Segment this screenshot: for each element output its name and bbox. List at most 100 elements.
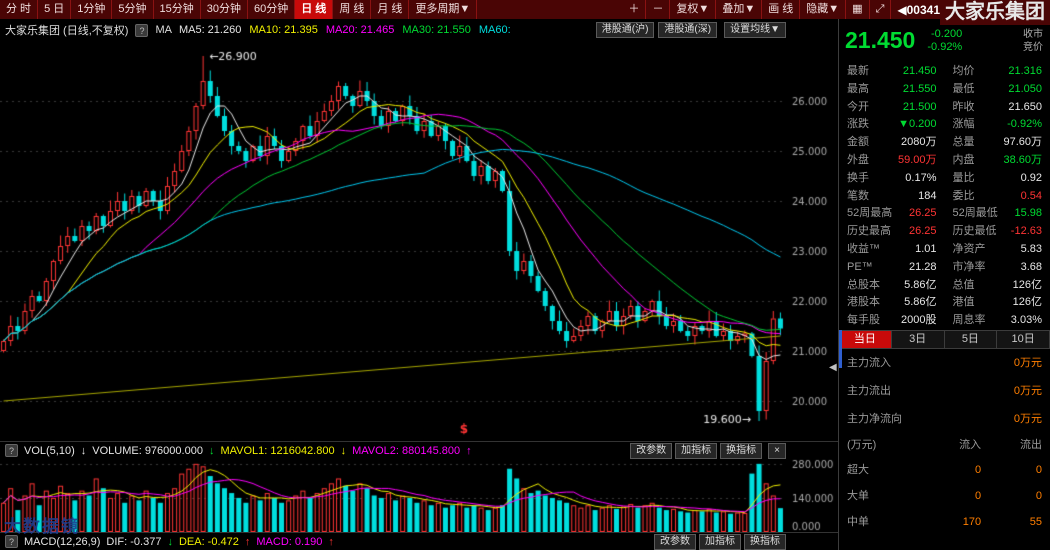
quote-value: -12.63 [1010, 225, 1042, 238]
draw-line-button[interactable]: 画 线 [762, 0, 801, 19]
flow-table-header-cell: 流入 [959, 438, 982, 451]
stock-code[interactable]: ◀00341 [897, 3, 940, 17]
ma-value: MA20: 21.465 [325, 24, 395, 36]
indicator-button[interactable]: 换指标 [720, 442, 763, 459]
quote-value: 21.500 [902, 100, 937, 113]
help-icon[interactable]: ? [5, 535, 18, 548]
quote-label: 量比 [952, 171, 975, 184]
dif-value: DIF: -0.377 [106, 535, 162, 548]
quote-value: 21.450 [902, 65, 937, 77]
quote-value: 5.86亿 [904, 296, 937, 309]
macd-indicator-label: MACD(12,26,9) [24, 535, 101, 548]
period-button[interactable]: 日 线 [295, 0, 334, 19]
period-button[interactable]: 15分钟 [154, 0, 201, 19]
trend-down-icon: ↓ [80, 444, 87, 457]
volume-chart-canvas[interactable] [0, 459, 838, 532]
ma-value: MA60: [478, 24, 511, 36]
zoom-out-button[interactable]: － [646, 0, 671, 19]
quote-cell: 港股本 5.86亿 [839, 294, 945, 312]
quote-cell: 总股本 5.86亿 [839, 277, 945, 295]
panel-collapse-icon[interactable]: ◀ [829, 362, 837, 373]
period-button[interactable]: 30分钟 [201, 0, 248, 19]
quote-label: 总量 [952, 136, 975, 149]
quote-value: 15.98 [1014, 207, 1042, 220]
macd-value: MACD: 0.190 [256, 535, 323, 548]
period-button[interactable]: 1分钟 [71, 0, 113, 19]
flow-table-cell: 0 [974, 489, 982, 502]
quote-cell: 历史最高 26.25 [839, 223, 945, 241]
indicator-button[interactable]: 加指标 [675, 442, 718, 459]
period-button[interactable]: 更多周期▼ [409, 0, 478, 19]
indicator-button[interactable]: 加指标 [699, 533, 741, 550]
quote-value: 2080万 [901, 136, 937, 149]
trend-up-icon: ↑ [244, 535, 251, 548]
quote-cell: 涨跌 ▼0.200 [839, 116, 945, 134]
quote-value: 21.050 [1008, 82, 1042, 95]
period-button[interactable]: 月 线 [371, 0, 410, 19]
quote-label: 历史最高 [847, 225, 891, 238]
grid-layout-icon[interactable]: ▦ [846, 0, 870, 19]
quote-panel: 21.450 -0.200 -0.92% 收市 竞价 最新 21.450 均价 21.… [838, 19, 1050, 550]
hk-connect-sz-button[interactable]: 港股通(深) [658, 22, 718, 38]
flow-table-cell: 55 [1029, 515, 1042, 528]
hide-dropdown[interactable]: 隐藏▼ [800, 0, 847, 19]
ma-settings-button[interactable]: 设置均线▼ [724, 22, 786, 38]
quote-cell: 最低 21.050 [945, 81, 1050, 99]
fullscreen-icon[interactable]: ⤢ [870, 0, 892, 19]
ma-values: MA5: 21.260 MA10: 21.395 MA20: 21.465 MA30:… [179, 24, 511, 36]
panel-scrollbar-thumb[interactable] [839, 330, 842, 368]
trend-down-icon: ↓ [340, 444, 347, 457]
flow-table-cell: 0 [974, 463, 982, 476]
quote-cell: 均价 21.316 [945, 63, 1050, 81]
market-connect-buttons: 港股通(沪) 港股通(深) [595, 22, 718, 38]
flow-table-row: 大单 0 0 [839, 483, 1050, 509]
stock-name: 大家乐集团 [940, 0, 1050, 25]
hk-connect-sh-button[interactable]: 港股通(沪) [595, 22, 655, 38]
indicator-button[interactable]: 换指标 [744, 533, 786, 550]
flow-tab[interactable]: 3日 [891, 329, 945, 349]
help-icon[interactable]: ? [135, 23, 149, 37]
quote-label: 最高 [847, 82, 869, 95]
quote-value: 21.316 [1008, 65, 1042, 77]
fund-flow-table: (万元) 流入 流出 超大 0 0 大单 0 0 中单 170 55 [839, 433, 1050, 535]
quote-grid: 最新 21.450 均价 21.316 最高 21.550 最低 21.050 今开 21.500… [839, 63, 1050, 330]
quote-cell: 每手股 2000股 [839, 312, 945, 330]
period-button[interactable]: 5分钟 [112, 0, 154, 19]
period-button[interactable]: 5 日 [38, 0, 72, 19]
ma-toggle[interactable]: MA [155, 24, 172, 36]
period-button[interactable]: 60分钟 [248, 0, 296, 19]
adjust-dropdown[interactable]: 复权▼ [670, 0, 717, 19]
help-icon[interactable]: ? [5, 444, 18, 457]
quote-cell: PE™ 21.28 [839, 259, 945, 277]
flow-row: 主力净流向 0万元 [839, 405, 1050, 433]
indicator-button[interactable]: 改参数 [654, 533, 696, 550]
flow-tab[interactable]: 当日 [839, 329, 892, 349]
ma-value: MA30: 21.550 [402, 24, 471, 36]
indicator-button[interactable]: 改参数 [630, 442, 673, 459]
quote-label: 今开 [847, 100, 869, 113]
period-button[interactable]: 周 线 [333, 0, 372, 19]
quote-value: 2000股 [901, 314, 937, 327]
close-indicator-button[interactable]: × [768, 442, 786, 459]
quote-cell: 总值 126亿 [945, 277, 1050, 295]
overlay-dropdown[interactable]: 叠加▼ [716, 0, 763, 19]
quote-label: 净资产 [952, 242, 986, 255]
main-chart-canvas[interactable] [0, 41, 838, 441]
period-button[interactable]: 分 时 [0, 0, 39, 19]
dea-value: DEA: -0.472 [178, 535, 239, 548]
flow-tab[interactable]: 5日 [944, 329, 998, 349]
chart-header: 大家乐集团 (日线,不复权) ? MA MA5: 21.260 MA10: 21.… [0, 19, 838, 41]
flow-value: 0万元 [1013, 384, 1042, 397]
quote-label: 笔数 [847, 189, 869, 202]
quote-label: 最新 [847, 65, 869, 77]
flow-table-header-cell: (万元) [847, 438, 877, 451]
flow-row: 主力流入 0万元 [839, 349, 1050, 377]
flow-tab[interactable]: 10日 [997, 329, 1050, 349]
zoom-in-button[interactable]: ＋ [622, 0, 647, 19]
stock-identity: ◀00341 大家乐集团 [891, 0, 1050, 25]
trend-down-icon: ↓ [208, 444, 215, 457]
quote-value: 0.54 [1020, 189, 1042, 202]
flow-table-cell: 大单 [847, 489, 869, 502]
quote-label: 每手股 [847, 314, 880, 327]
